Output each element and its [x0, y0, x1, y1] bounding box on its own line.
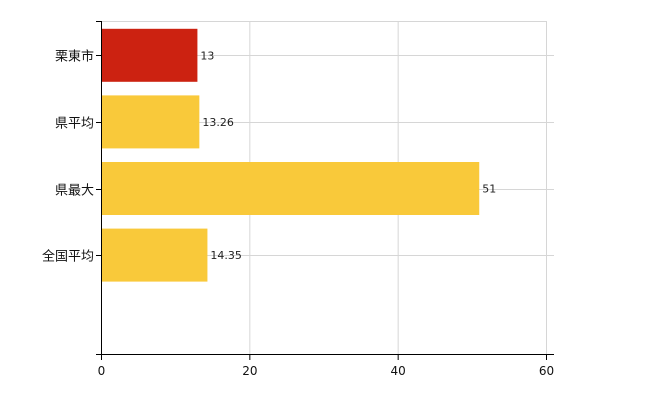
x-tick-label: 40 [391, 364, 406, 378]
bar [102, 162, 480, 215]
data-label: 14.35 [210, 249, 242, 262]
x-tick-label: 60 [539, 364, 554, 378]
bars [102, 28, 480, 282]
y-tick-label: 全国平均 [42, 249, 94, 265]
x-tick-label: 0 [98, 364, 106, 378]
x-tick-label: 20 [242, 364, 257, 378]
y-tick-label: 県平均 [55, 117, 94, 132]
y-tick-label: 県最大 [55, 184, 94, 199]
bar [102, 28, 198, 82]
data-labels: 13 13.26 51 14.35 [200, 49, 496, 262]
data-label: 13.26 [202, 116, 234, 129]
data-label: 13 [200, 49, 214, 62]
bar [102, 95, 200, 149]
bar [102, 228, 208, 282]
y-tick-label: 栗東市 [55, 49, 94, 65]
data-label: 51 [482, 183, 496, 196]
